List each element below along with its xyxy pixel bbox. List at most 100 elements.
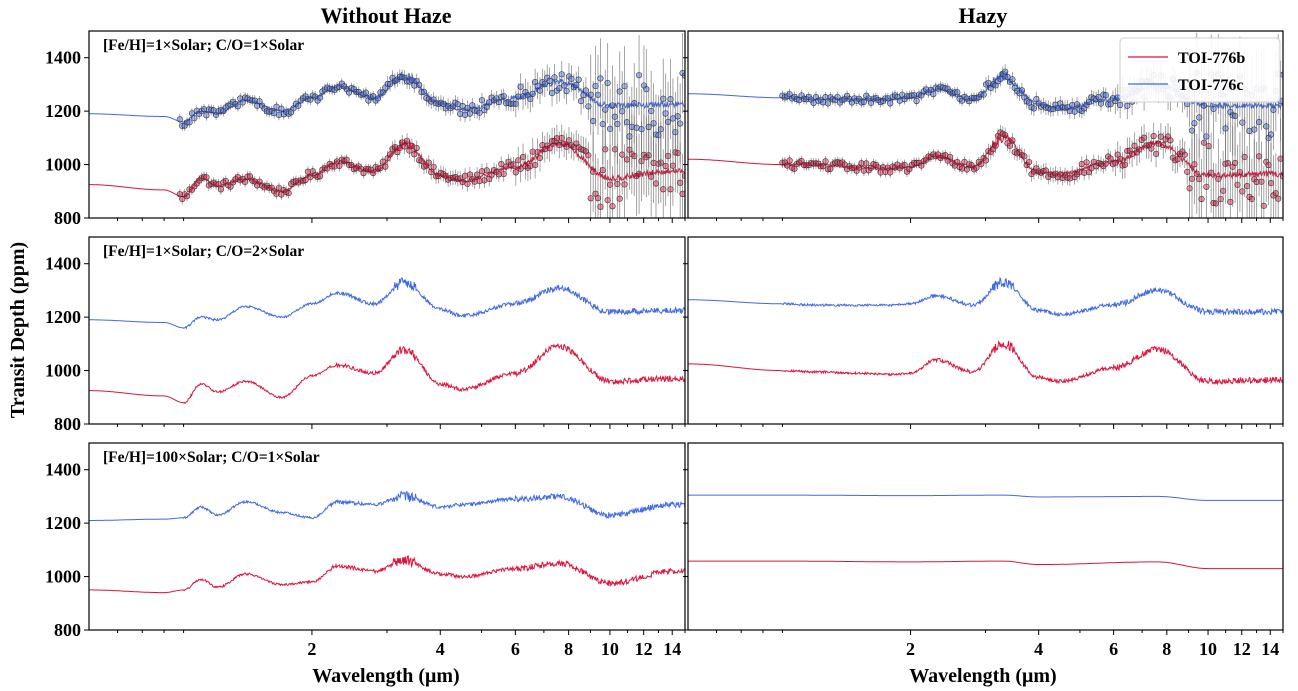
data-point [1081,105,1088,112]
data-point [951,89,958,96]
series-line-toi-776c [688,494,1283,501]
data-point [635,170,643,177]
data-point [1107,101,1114,108]
data-point [534,148,541,156]
data-point [614,180,621,188]
data-point [416,81,423,88]
data-point [1222,125,1229,132]
data-point [779,159,786,166]
data-point [906,92,913,100]
data-point [1246,127,1253,135]
data-point [882,95,889,102]
data-point [1069,102,1076,109]
data-point [604,79,611,87]
plot-area [688,276,1283,386]
data-point [834,93,841,101]
data-point [1217,195,1224,203]
data-point [1143,142,1150,149]
data-point [1073,101,1081,108]
data-point [858,160,865,167]
data-point [495,171,502,178]
data-point [655,132,662,139]
data-point [1239,188,1246,195]
data-point [548,89,556,97]
data-point [1270,192,1277,199]
data-point [1105,101,1112,108]
panel-frame [88,442,686,631]
data-point [573,81,580,89]
data-point [677,179,684,186]
plot-area [89,490,685,594]
data-point [377,164,384,172]
data-point [203,112,210,119]
data-point [478,97,486,104]
data-point [894,161,901,168]
data-point [1078,160,1085,168]
x-tick-label: 14 [663,639,681,659]
data-point [1160,142,1167,149]
data-point [1198,195,1205,203]
data-point [1205,143,1212,150]
data-point [980,91,987,98]
data-point [304,168,312,175]
data-point [495,98,502,106]
data-point [999,70,1006,77]
data-point [370,169,377,177]
data-point [1040,167,1047,175]
data-point [643,86,650,93]
data-point [1272,190,1279,197]
data-point [626,133,633,140]
data-point [1021,153,1028,160]
data-point [1061,172,1069,179]
panel-frame [687,442,1284,631]
data-point [875,96,882,104]
data-point [1124,147,1131,155]
data-point [1191,120,1198,127]
data-point [915,91,923,98]
data-point [631,100,638,107]
data-point [884,95,891,102]
data-point [860,167,867,174]
data-point [1224,160,1232,167]
panel-label: [Fe/H]=1×Solar; C/O=2×Solar [103,243,304,260]
data-point [853,167,860,174]
data-point [1030,105,1038,112]
x-tick-label: 2 [307,639,316,659]
data-point [851,95,858,102]
data-point [1174,156,1181,163]
data-point [820,99,827,106]
data-point [901,161,908,169]
data-point [1140,134,1148,141]
data-point [616,195,623,202]
data-point [1064,174,1071,181]
y-tick-label: 800 [54,620,81,640]
x-tick-label: 10 [601,639,619,659]
data-point [1002,131,1009,139]
data-point [1210,199,1217,207]
data-point [1248,195,1255,203]
data-point [970,94,978,101]
data-point [648,107,655,115]
data-point [403,137,411,144]
data-point [529,90,536,98]
data-point [500,92,507,100]
data-point [430,163,437,170]
column-title-without-haze: Without Haze [321,3,452,28]
data-point [800,161,808,169]
data-point [1200,102,1208,109]
data-point [1196,114,1203,121]
data-point [669,162,677,169]
data-point [798,92,805,99]
data-point [935,151,942,158]
data-point [590,168,597,175]
data-point [1093,96,1100,103]
data-point [879,97,887,104]
data-point [500,170,507,178]
data-point [561,82,568,89]
data-point [963,166,970,173]
data-point [587,195,594,202]
data-point [387,151,394,158]
data-point [677,120,684,127]
data-point [1263,123,1270,130]
